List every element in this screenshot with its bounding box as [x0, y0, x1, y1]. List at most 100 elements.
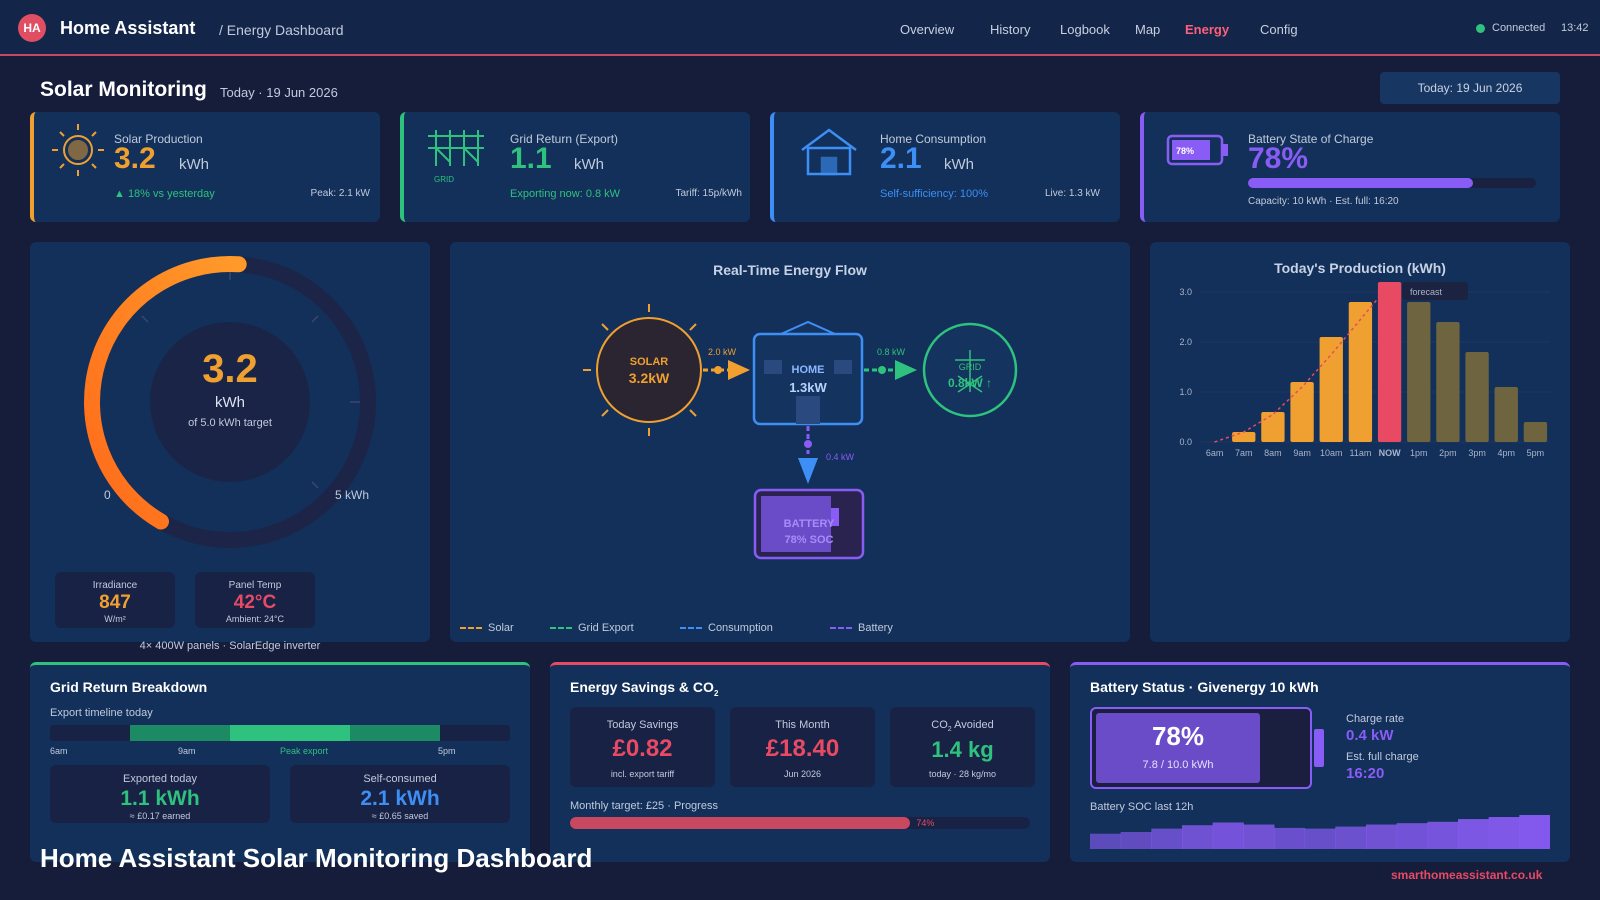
co2-avoided-tile: CO2 Avoided 1.4 kg today · 28 kg/mo	[890, 707, 1035, 787]
solar-production-unit: kWh	[179, 156, 209, 173]
grid-node-value: 0.8kW ↑	[947, 376, 992, 390]
date-picker-button[interactable]: Today: 19 Jun 2026	[1380, 72, 1560, 104]
nav-energy[interactable]: Energy	[1185, 22, 1230, 37]
battery-soc-card[interactable]: 78% Battery State of Charge 78% Capacity…	[1140, 112, 1560, 222]
co2-avoided-value: 1.4 kg	[931, 737, 994, 762]
legend-solar: Solar	[460, 622, 514, 634]
ambient-temp: Ambient: 24°C	[225, 614, 285, 624]
solar-peak: Peak: 2.1 kW	[310, 188, 370, 199]
battery-status-panel: Battery Status · Givenergy 10 kWh 78% 7.…	[1070, 662, 1570, 862]
gauge-target: of 5.0 kWh target	[188, 417, 272, 429]
breadcrumb[interactable]: / Energy Dashboard	[219, 22, 344, 38]
solar-node[interactable]	[583, 304, 702, 436]
nav-history[interactable]: History	[990, 22, 1031, 37]
y-tick-label: 1.0	[1179, 387, 1192, 397]
exported-today-label: Exported today	[123, 773, 197, 785]
charge-rate-label: Charge rate	[1346, 713, 1405, 725]
panel-temp-tile: Panel Temp 42°C Ambient: 24°C	[195, 572, 315, 628]
x-tick-label: 11am	[1349, 448, 1371, 458]
production-bar[interactable]	[1465, 352, 1489, 442]
grid-tariff: Tariff: 15p/kWh	[675, 188, 742, 199]
home-to-grid-arrow	[895, 360, 917, 380]
grid-breakdown-title: Grid Return Breakdown	[50, 679, 208, 695]
monthly-target-label: Monthly target: £25 · Progress	[570, 800, 718, 812]
timeline-tick-9am: 9am	[178, 746, 196, 756]
page-subtitle: Today · 19 Jun 2026	[220, 85, 338, 100]
nav-overview[interactable]: Overview	[900, 22, 955, 37]
production-bar[interactable]	[1523, 422, 1548, 442]
soc-history-bar	[1182, 825, 1214, 849]
battery-soc-label: Battery State of Charge	[1248, 132, 1374, 146]
today-savings-note: incl. export tariff	[610, 769, 675, 779]
top-bar: HA Home Assistant / Energy Dashboard Ove…	[0, 0, 1600, 56]
irradiance-value: 847	[99, 592, 131, 613]
production-bar[interactable]	[1261, 412, 1285, 442]
battery-percent: 78%	[1151, 721, 1205, 751]
grid-return-card[interactable]: GRID Grid Return (Export) 1.1 kWh Export…	[400, 112, 750, 222]
production-bar[interactable]	[1348, 302, 1373, 442]
connection-status: Connected	[1492, 22, 1546, 34]
production-bar[interactable]	[1407, 302, 1431, 442]
solar-node-value: 3.2kW	[628, 370, 670, 386]
gauge-center	[150, 322, 310, 482]
home-to-battery-power: 0.4 kW	[826, 452, 855, 462]
clock: 13:42	[1561, 22, 1589, 34]
legend-consumption: Consumption	[680, 622, 773, 634]
nav-config[interactable]: Config	[1260, 22, 1298, 37]
energy-savings-title: Energy Savings & CO2	[570, 679, 718, 698]
home-consumption-unit: kWh	[944, 156, 974, 173]
production-chart: 0.0 1.0 2.0 3.0 6am 7am 8am 9am 10am 11am NOW 1pm 2p…	[1179, 282, 1550, 458]
energy-flow-panel: Real-Time Energy Flow	[450, 242, 1130, 642]
monthly-target-fill	[570, 817, 911, 829]
soc-history-chart	[1090, 815, 1550, 849]
nav-map[interactable]: Map	[1135, 22, 1161, 37]
legend-battery-swatch	[830, 627, 852, 630]
legend-solar-swatch	[460, 627, 482, 630]
production-bar[interactable]	[1377, 282, 1402, 442]
nav-logbook[interactable]: Logbook	[1060, 22, 1110, 37]
irradiance-unit: W/m²	[104, 614, 126, 624]
y-tick-label: 3.0	[1179, 287, 1192, 297]
grid-breakdown-panel: Grid Return Breakdown Export timeline to…	[30, 662, 530, 862]
energy-savings-panel: Energy Savings & CO2 Today Savings £0.82…	[550, 662, 1050, 862]
production-bar[interactable]	[1232, 432, 1256, 442]
battery-node[interactable]	[753, 488, 865, 560]
home-assistant-logo[interactable]: HA	[18, 14, 46, 42]
house-icon	[801, 128, 857, 176]
grid-icon-label: GRID	[434, 175, 454, 184]
export-timeline	[50, 725, 510, 741]
home-consumption-label: Home Consumption	[880, 132, 987, 146]
solar-production-card[interactable]: Solar Production 3.2 kWh ▲ 18% vs yester…	[30, 112, 380, 222]
panel-footnote: 4× 400W panels · SolarEdge inverter	[139, 640, 321, 652]
battery-level-display: 78% 7.8 / 10.0 kWh	[1090, 707, 1312, 789]
co2-avoided-note: today · 28 kg/mo	[928, 769, 997, 779]
co2-avoided-label: CO2 Avoided	[890, 719, 1035, 733]
panel-temp-label: Panel Temp	[228, 580, 282, 591]
soc-history-bar	[1335, 826, 1367, 849]
energy-savings-title-text: Energy Savings & CO	[570, 679, 714, 695]
production-bar[interactable]	[1436, 322, 1460, 442]
home-node-label: HOME	[791, 364, 825, 376]
x-tick-label: NOW	[1379, 448, 1402, 458]
home-consumption-card[interactable]: Home Consumption 2.1 kWh Self-sufficienc…	[770, 112, 1120, 222]
sun-icon	[52, 124, 104, 176]
site-url[interactable]: smarthomeassistant.co.uk	[1391, 868, 1543, 882]
co2-avoided-label-text: CO	[931, 719, 948, 731]
legend-grid-label: Grid Export	[578, 622, 634, 634]
grid-node[interactable]	[922, 322, 1018, 418]
grid-return-label: Grid Return (Export)	[510, 132, 619, 146]
production-bar[interactable]	[1290, 382, 1314, 442]
gauge-max-label: 5 kWh	[335, 488, 370, 502]
grid-return-value: 1.1	[510, 142, 552, 175]
battery-capacity: Capacity: 10 kWh · Est. full: 16:20	[1248, 196, 1399, 207]
co2-avoided-label-sub: 2	[947, 726, 952, 734]
soc-history-bar	[1243, 824, 1275, 849]
production-bar[interactable]	[1494, 387, 1518, 442]
soc-history-bar	[1212, 822, 1244, 849]
home-node[interactable]	[752, 320, 864, 426]
production-gauge	[84, 256, 376, 548]
x-tick-label: 3pm	[1468, 448, 1486, 458]
self-consumed-saved: ≈ £0.65 saved	[371, 811, 429, 821]
production-bar[interactable]	[1319, 337, 1343, 442]
est-full-value: 16:20	[1346, 765, 1385, 782]
